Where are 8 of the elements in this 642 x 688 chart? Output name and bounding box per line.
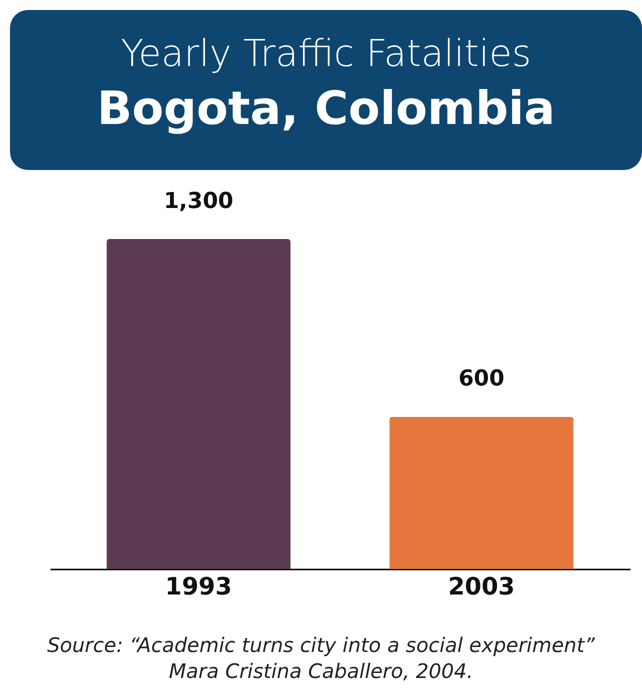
source-note: Source: “Academic turns city into a social experiment” bbox=[46, 632, 596, 658]
data-label: 600 bbox=[458, 366, 504, 392]
text: Mara Cristina Caballero, 2004. bbox=[168, 658, 474, 684]
x-tick-label: 2003 bbox=[448, 572, 515, 600]
data-label: 1,300 bbox=[164, 189, 234, 214]
x-tick-label: 1993 bbox=[165, 572, 232, 600]
chart-title: Yearly Traffic Fatalities bbox=[120, 32, 532, 75]
chart-subtitle: Bogota, Colombia bbox=[96, 81, 556, 135]
